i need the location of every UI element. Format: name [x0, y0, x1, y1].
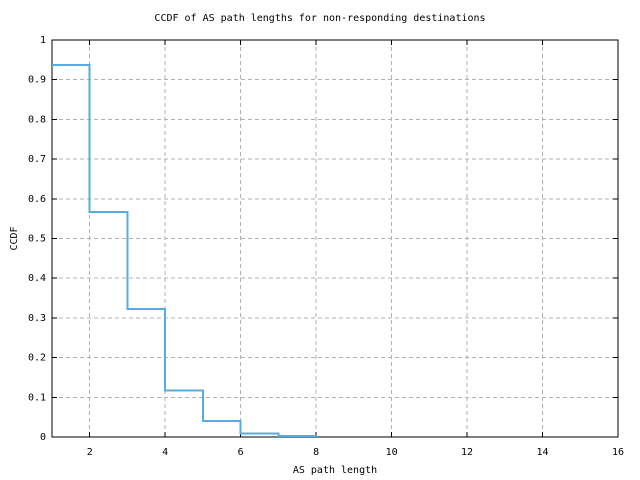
chart-title: CCDF of AS path lengths for non-respondi…: [154, 13, 486, 24]
y-tick-label: 0.2: [28, 353, 46, 364]
x-tick-label: 12: [461, 447, 473, 458]
x-tick-label: 10: [386, 447, 398, 458]
y-tick-label: 0.4: [28, 273, 46, 284]
x-tick-label: 8: [313, 447, 319, 458]
y-tick-label: 1: [40, 35, 46, 46]
x-tick-label: 16: [612, 447, 624, 458]
y-tick-label: 0.3: [28, 313, 46, 324]
y-tick-label: 0.9: [28, 75, 46, 86]
y-tick-label: 0.5: [28, 234, 46, 245]
y-tick-label: 0.1: [28, 392, 46, 403]
x-tick-label: 4: [162, 447, 168, 458]
x-tick-label: 14: [537, 447, 549, 458]
y-tick-label: 0.8: [28, 114, 46, 125]
x-tick-label: 2: [87, 447, 93, 458]
y-tick-label: 0.6: [28, 194, 46, 205]
y-tick-label: 0: [40, 432, 46, 443]
x-axis-title: AS path length: [292, 465, 378, 476]
x-tick-label: 6: [238, 447, 244, 458]
ccdf-step-line: [52, 64, 318, 438]
y-tick-label: 0.7: [28, 154, 46, 165]
